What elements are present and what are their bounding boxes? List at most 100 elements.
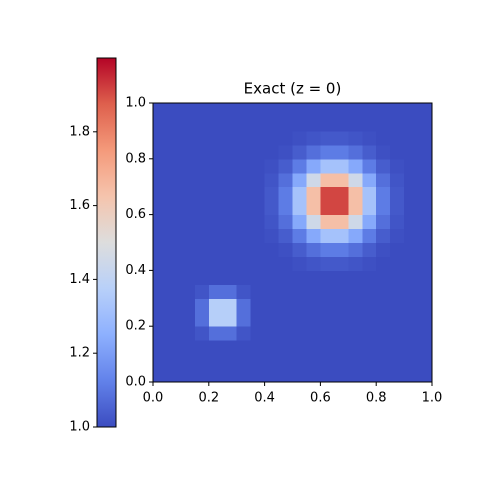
heatmap-cell	[208, 284, 224, 299]
heatmap-cell	[404, 172, 419, 188]
heatmap-cell	[320, 368, 335, 383]
heatmap-cell	[222, 214, 238, 230]
heatmap-cell	[404, 312, 419, 327]
heatmap-cell	[362, 312, 377, 327]
heatmap-cell	[208, 242, 224, 257]
heatmap-cell	[306, 354, 321, 369]
heatmap-cell	[334, 186, 349, 202]
heatmap-cell	[418, 130, 433, 146]
heatmap-cell	[390, 368, 405, 383]
heatmap-cell	[292, 270, 307, 285]
heatmap-cell	[194, 144, 210, 160]
heatmap-cell	[306, 284, 321, 299]
heatmap-cell	[250, 172, 266, 188]
heatmap-cell	[166, 172, 182, 188]
heatmap-cell	[180, 186, 196, 202]
y-tick-label: 0.6	[125, 207, 146, 222]
heatmap-cell	[264, 186, 280, 202]
heatmap-cell	[236, 270, 252, 285]
heatmap-cell	[418, 214, 433, 230]
heatmap-cell	[376, 368, 391, 383]
heatmap-cell	[194, 158, 210, 174]
x-tick-label: 0.6	[310, 391, 331, 406]
heatmap-cell	[418, 326, 433, 341]
heatmap-cell	[334, 130, 349, 146]
heatmap-cell	[208, 103, 224, 118]
heatmap-cell	[362, 228, 377, 243]
heatmap-cell	[180, 103, 196, 118]
heatmap-cell	[264, 354, 280, 369]
x-tick-label: 0.0	[143, 391, 164, 406]
heatmap-cell	[362, 144, 377, 160]
heatmap-cell	[404, 186, 419, 202]
heatmap-cell	[222, 270, 238, 285]
heatmap-cell	[390, 130, 405, 146]
heatmap-cell	[376, 214, 391, 230]
heatmap-cell	[236, 256, 252, 271]
heatmap-cell	[348, 242, 363, 257]
x-tick-label: 0.4	[254, 391, 275, 406]
heatmap-cell	[208, 200, 224, 216]
heatmap-cell	[222, 340, 238, 355]
heatmap-cell	[334, 284, 349, 299]
heatmap-cell	[250, 298, 266, 313]
heatmap-cell	[292, 256, 307, 271]
heatmap-cell	[278, 298, 293, 313]
heatmap-cell	[194, 200, 210, 216]
heatmap-cell	[348, 354, 363, 369]
heatmap-cell	[348, 256, 363, 271]
heatmap-cell	[334, 158, 349, 174]
heatmap-cell	[236, 116, 252, 132]
heatmap-cell	[404, 256, 419, 271]
heatmap-cell	[208, 186, 224, 202]
heatmap-cell	[166, 186, 182, 202]
heatmap-cell	[180, 270, 196, 285]
heatmap-cell	[153, 312, 168, 327]
heatmap-cell	[208, 312, 224, 327]
heatmap-cell	[153, 326, 168, 341]
heatmap-cell	[320, 144, 335, 160]
heatmap-cell	[362, 172, 377, 188]
heatmap-cell	[320, 354, 335, 369]
heatmap-cell	[376, 256, 391, 271]
heatmap-cell	[306, 228, 321, 243]
heatmap-cell	[153, 172, 168, 188]
heatmap-cell	[418, 172, 433, 188]
heatmap-cell	[418, 284, 433, 299]
heatmap-cell	[278, 242, 293, 257]
heatmap-cell	[376, 116, 391, 132]
heatmap-cell	[180, 242, 196, 257]
heatmap-cell	[404, 130, 419, 146]
heatmap-cell	[320, 242, 335, 257]
heatmap-cell	[194, 340, 210, 355]
heatmap-cell	[390, 354, 405, 369]
heatmap-cell	[180, 200, 196, 216]
heatmap-cell	[222, 242, 238, 257]
y-tick-label: 1.0	[125, 96, 146, 111]
heatmap-cell	[208, 214, 224, 230]
heatmap-cell	[418, 103, 433, 118]
heatmap-cell	[166, 326, 182, 341]
heatmap-cell	[306, 214, 321, 230]
heatmap-cell	[362, 158, 377, 174]
heatmap-cell	[153, 270, 168, 285]
heatmap-cell	[306, 256, 321, 271]
heatmap-cell	[376, 298, 391, 313]
heatmap-cell	[418, 158, 433, 174]
heatmap-cell	[166, 340, 182, 355]
heatmap-cell	[180, 284, 196, 299]
heatmap-cell	[348, 298, 363, 313]
heatmap-cell	[194, 186, 210, 202]
heatmap-cell	[222, 116, 238, 132]
heatmap-cell	[236, 298, 252, 313]
heatmap-cell	[153, 186, 168, 202]
heatmap-cell	[166, 256, 182, 271]
heatmap-cell	[264, 312, 280, 327]
heatmap-cell	[166, 214, 182, 230]
heatmap-cell	[194, 130, 210, 146]
heatmap-cell	[250, 200, 266, 216]
heatmap-cell	[292, 298, 307, 313]
heatmap-cell	[278, 326, 293, 341]
heatmap-cell	[180, 130, 196, 146]
heatmap-cell	[153, 284, 168, 299]
